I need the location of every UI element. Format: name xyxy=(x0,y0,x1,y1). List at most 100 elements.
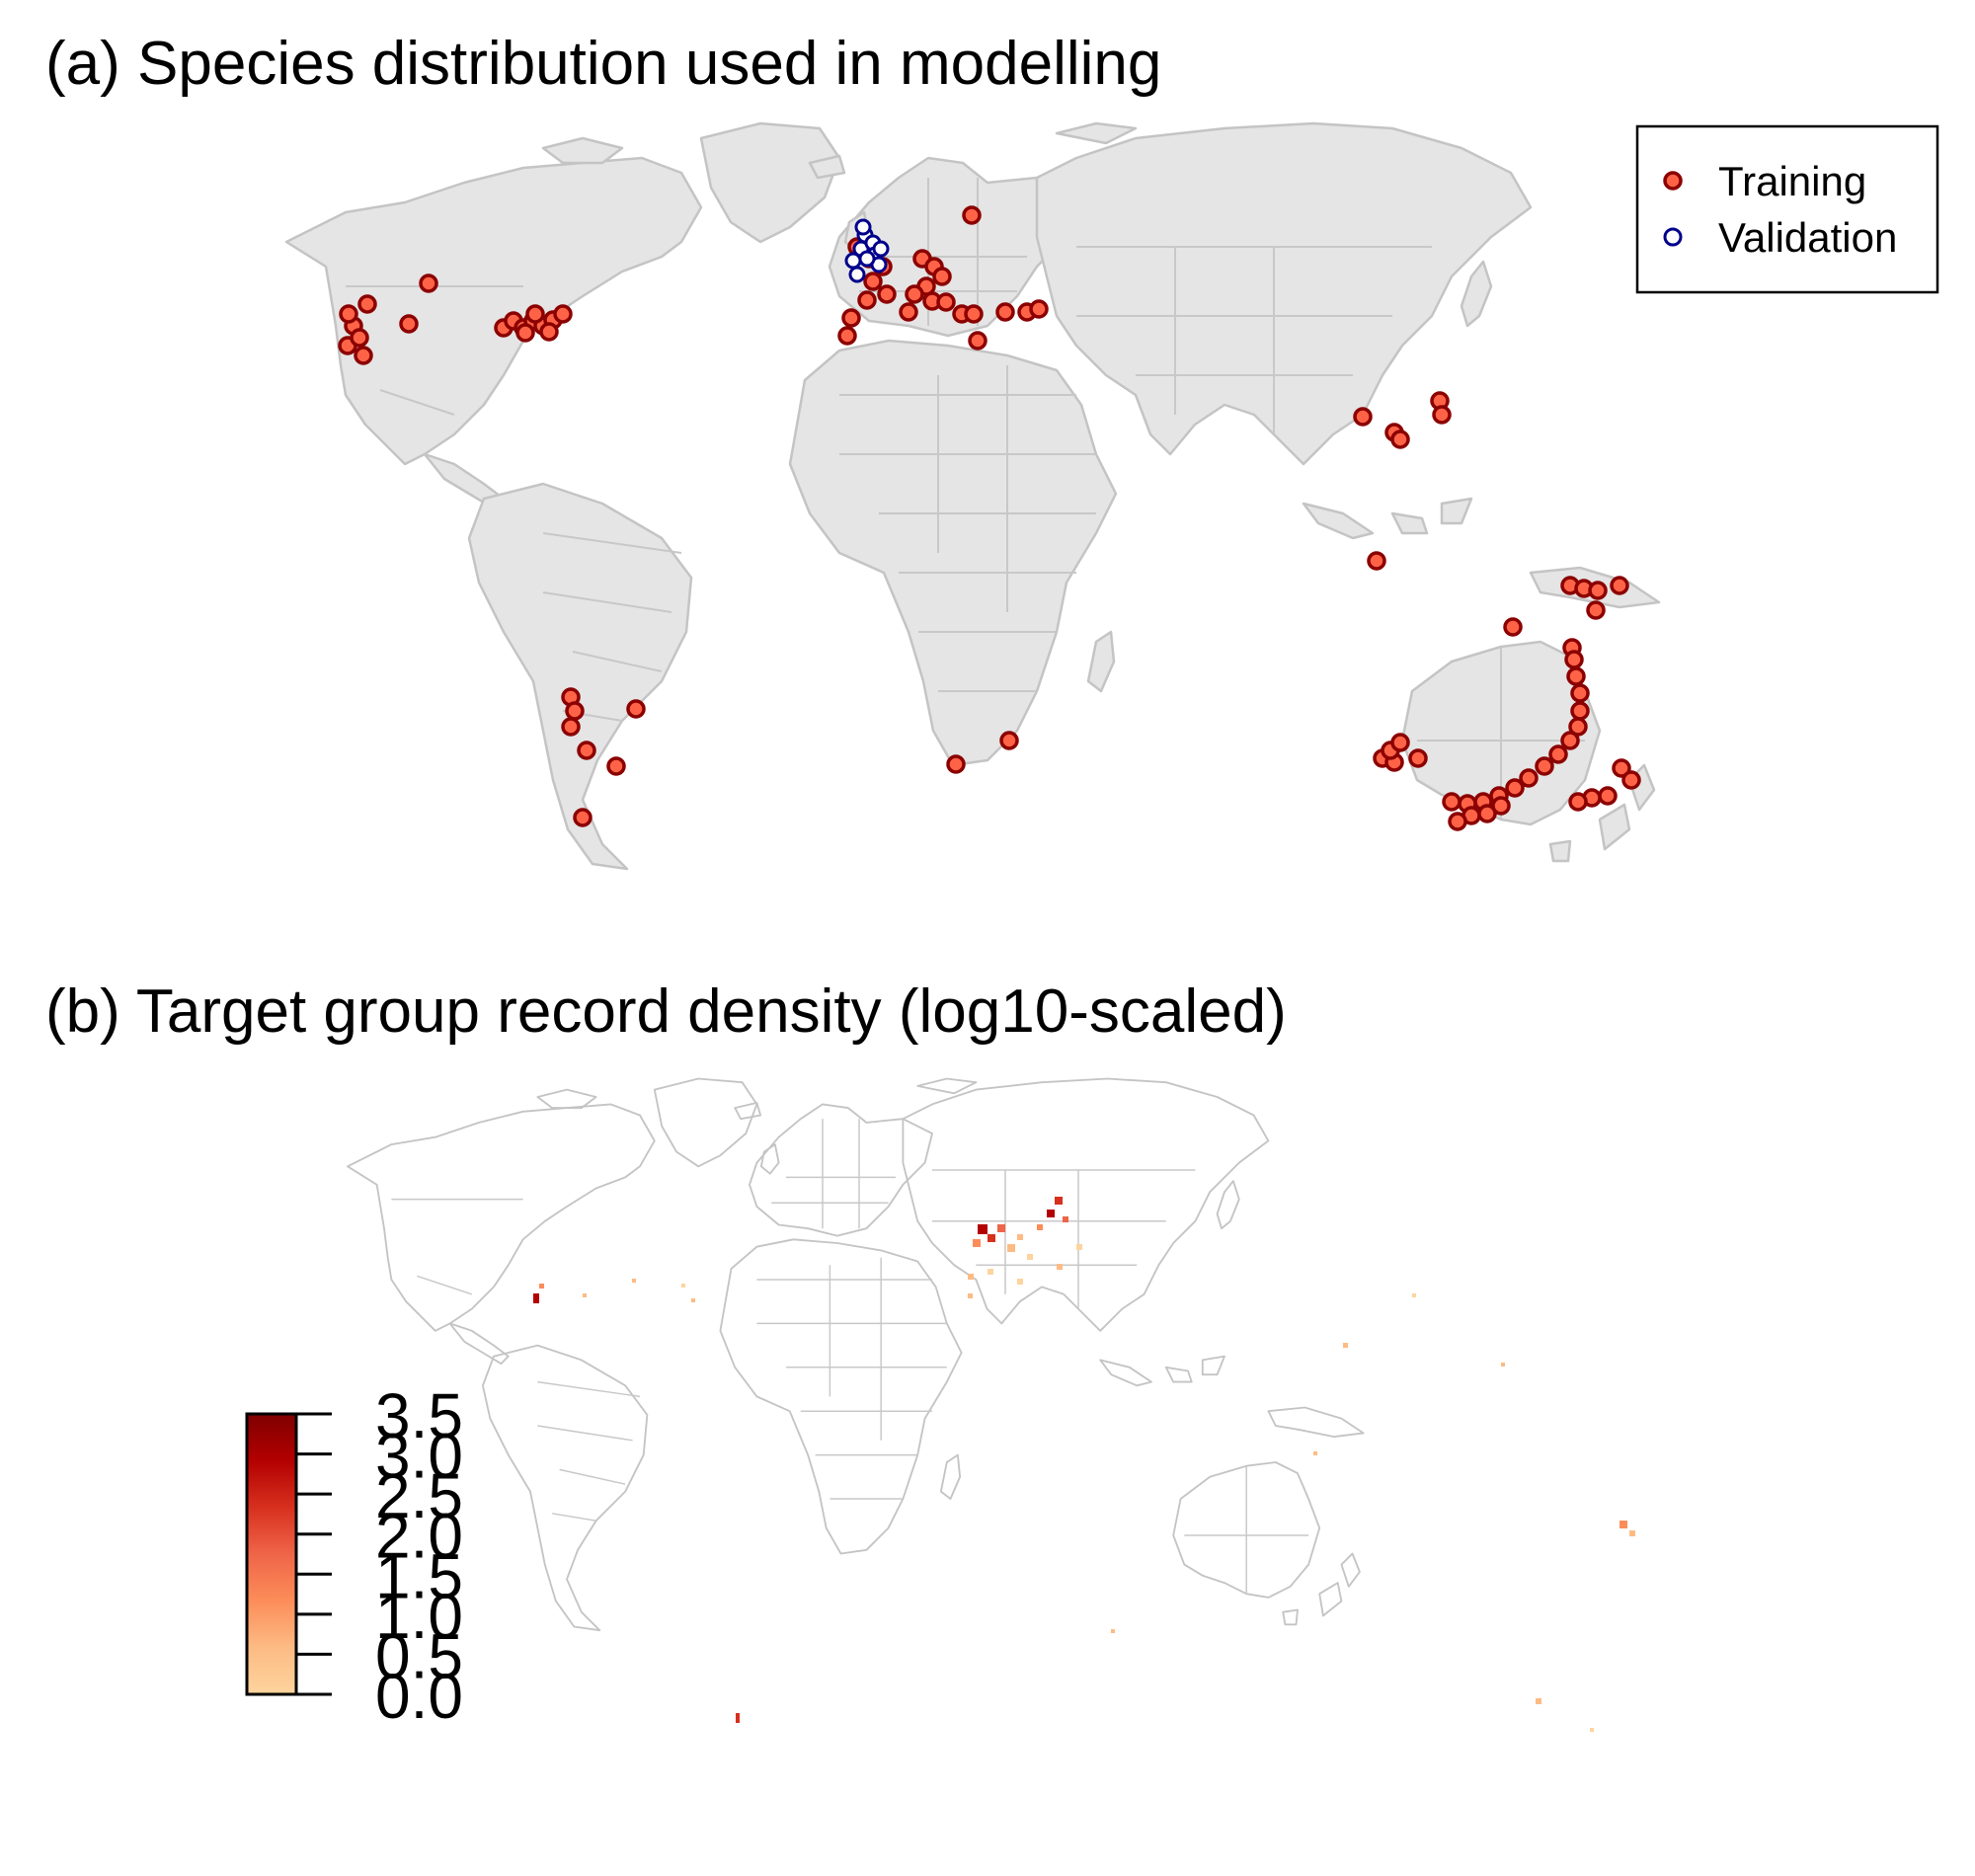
density-cell xyxy=(1037,1224,1043,1230)
density-cell xyxy=(968,1293,973,1298)
density-cell xyxy=(1313,1451,1317,1455)
training-point xyxy=(399,314,419,334)
training-point xyxy=(1564,650,1584,669)
training-point xyxy=(1503,617,1523,637)
training-point xyxy=(1491,796,1511,816)
training-point xyxy=(932,267,952,286)
density-cell xyxy=(583,1293,587,1297)
training-point xyxy=(1029,299,1049,319)
training-point xyxy=(1367,551,1386,571)
training-point xyxy=(1535,756,1554,776)
training-point xyxy=(1505,778,1525,798)
training-point xyxy=(1442,792,1462,812)
panel-a-title: (a) Species distribution used in modelli… xyxy=(45,30,1161,98)
legend-box xyxy=(1635,124,1939,294)
world-map-a xyxy=(284,121,1661,871)
training-point xyxy=(350,328,369,348)
training-point xyxy=(1598,786,1618,806)
density-cell xyxy=(539,1284,544,1289)
density-cell xyxy=(632,1279,636,1283)
world-map-b xyxy=(347,1077,1365,1632)
training-point xyxy=(1568,792,1588,812)
training-point xyxy=(515,323,535,343)
training-points xyxy=(338,205,1641,831)
training-point xyxy=(837,326,857,346)
density-cell xyxy=(1063,1216,1068,1222)
density-cell xyxy=(1343,1343,1348,1348)
density-cell xyxy=(1055,1197,1063,1205)
training-point xyxy=(1353,407,1373,427)
density-cell xyxy=(1007,1244,1015,1252)
training-point xyxy=(357,294,377,314)
density-cell xyxy=(1501,1363,1505,1367)
density-cell xyxy=(988,1269,993,1275)
density-cell xyxy=(1017,1234,1023,1240)
density-cell xyxy=(1047,1210,1055,1217)
legend-marker-training xyxy=(1663,171,1683,191)
colorbar-tick-label: 2.0 xyxy=(375,1501,463,1572)
training-point xyxy=(1621,770,1641,790)
training-point xyxy=(1568,717,1588,737)
colorbar-tick-label: 3.5 xyxy=(375,1380,463,1451)
training-point xyxy=(1560,731,1580,750)
density-cell xyxy=(736,1713,740,1723)
training-point xyxy=(877,284,897,304)
training-point xyxy=(577,741,596,760)
training-point xyxy=(1570,683,1590,703)
training-point xyxy=(1588,581,1608,600)
colorbar-tick-label: 0.5 xyxy=(375,1620,463,1691)
training-point xyxy=(539,322,559,342)
density-cell xyxy=(1536,1698,1541,1704)
training-point xyxy=(573,808,592,827)
training-point xyxy=(841,308,861,328)
density-cell xyxy=(1017,1279,1023,1285)
training-point xyxy=(565,701,585,721)
training-point xyxy=(962,205,982,225)
training-point xyxy=(936,292,956,312)
training-point xyxy=(1548,744,1568,764)
colorbar-tick-label: 1.0 xyxy=(375,1581,463,1652)
validation-point xyxy=(854,218,872,236)
training-point xyxy=(863,272,883,291)
density-cell xyxy=(691,1298,695,1302)
panel-b-title: (b) Target group record density (log10-s… xyxy=(45,977,1287,1046)
density-cell xyxy=(1620,1521,1627,1528)
training-point xyxy=(905,284,924,304)
training-point xyxy=(999,731,1019,750)
density-cell xyxy=(973,1239,981,1247)
density-cell xyxy=(978,1224,988,1234)
training-point xyxy=(1408,748,1428,768)
colorbar-tick-label: 1.5 xyxy=(375,1540,463,1611)
legend-label-validation: Validation xyxy=(1718,214,1897,261)
validation-points xyxy=(844,218,890,283)
colorbar-tick-label: 3.0 xyxy=(375,1421,463,1492)
validation-point xyxy=(848,266,866,283)
training-point xyxy=(964,304,984,324)
colorbar: 0.00.51.01.52.02.53.03.5 xyxy=(245,1380,463,1732)
training-point xyxy=(995,302,1015,322)
density-cell xyxy=(1057,1264,1063,1270)
legend-marker-validation xyxy=(1663,227,1683,247)
density-cell xyxy=(1076,1244,1082,1250)
training-point xyxy=(1612,758,1631,778)
training-point xyxy=(525,304,545,324)
training-point xyxy=(339,304,358,324)
colorbar-ticks: 0.00.51.01.52.02.53.03.5 xyxy=(296,1380,463,1732)
training-point xyxy=(1448,812,1467,831)
panel-a: (a) Species distribution used in modelli… xyxy=(45,30,1939,871)
training-point xyxy=(1586,600,1606,620)
training-point xyxy=(857,290,877,310)
training-point xyxy=(561,717,581,737)
training-point xyxy=(354,346,373,365)
training-point xyxy=(1432,405,1452,425)
training-point xyxy=(1477,804,1497,823)
density-cell xyxy=(988,1234,995,1242)
colorbar-tick-label: 2.5 xyxy=(375,1460,463,1531)
training-point xyxy=(968,331,988,351)
validation-point xyxy=(858,250,876,268)
training-point xyxy=(553,304,573,324)
density-cell xyxy=(997,1224,1005,1232)
training-point xyxy=(1566,666,1586,686)
density-cell xyxy=(1111,1629,1115,1633)
